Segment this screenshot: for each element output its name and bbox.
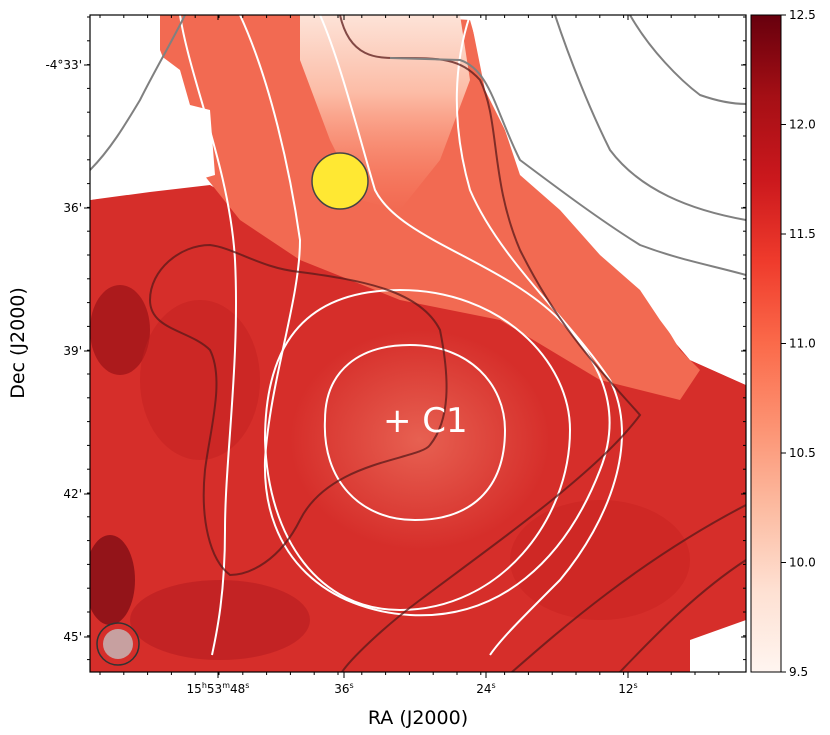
- map-dark-patch: [510, 500, 690, 620]
- grey-contour: [389, 57, 746, 276]
- map-dark-patch: [90, 535, 135, 625]
- x-tick-label: 36s: [334, 681, 353, 696]
- colorbar-tick-label: 10.0: [789, 556, 816, 570]
- markers: [96, 152, 369, 666]
- dark-contour: [619, 559, 746, 672]
- colorbar-tick-label: 11.0: [789, 337, 816, 351]
- grey-contour: [554, 15, 746, 221]
- plot-frame: [89, 14, 747, 673]
- map-dark-patch: [140, 300, 260, 460]
- x-axis-label: RA (J2000): [368, 707, 468, 729]
- white-contour: [323, 343, 507, 522]
- y-tick-label: 45': [63, 630, 82, 644]
- grey-contour: [629, 15, 746, 105]
- blank-region-top-right: [470, 15, 746, 385]
- colorbar-tick-label: 10.5: [789, 446, 816, 460]
- contours: [90, 15, 746, 672]
- white-contour: [455, 15, 623, 656]
- grey-beam-circle: [103, 629, 133, 659]
- grey-contour: [90, 15, 186, 171]
- colorbar: 9.5 10.0 10.5 11.0 11.5 12.0 12.5: [750, 8, 816, 679]
- axis-ticks: [84, 15, 746, 678]
- map-dark-patch: [90, 285, 150, 375]
- map-upper-region: [160, 15, 700, 400]
- y-axis-label: Dec (J2000): [7, 287, 29, 399]
- x-tick-label: 15h53m48s: [187, 681, 250, 696]
- colorbar-ticks: [781, 14, 786, 673]
- y-tick-labels: -4°33' 36' 39' 42' 45': [45, 58, 82, 644]
- grey-beam-circle-outline: [96, 622, 140, 666]
- colorbar-tick-label: 9.5: [789, 665, 808, 679]
- white-contour: [263, 288, 572, 612]
- y-tick-label: -4°33': [45, 58, 82, 72]
- colorbar-gradient: [750, 14, 782, 673]
- heatmap: [90, 15, 746, 672]
- dark-contour: [511, 504, 746, 672]
- white-contour: [179, 15, 237, 656]
- colorbar-tick-label: 12.5: [789, 8, 816, 22]
- c1-label: + C1: [383, 401, 468, 441]
- map-c1-glow: [290, 330, 550, 550]
- blank-region-top-left: [90, 15, 215, 200]
- colorbar-tick-labels: 9.5 10.0 10.5 11.0 11.5 12.0 12.5: [789, 8, 816, 679]
- x-tick-label: 12s: [618, 681, 637, 696]
- x-tick-labels: 15h53m48s 36s 24s 12s: [187, 681, 638, 696]
- dark-contour: [148, 243, 448, 577]
- x-tick-label: 24s: [476, 681, 495, 696]
- y-tick-label: 36': [63, 201, 82, 215]
- y-tick-label: 39': [63, 344, 82, 358]
- colorbar-tick-label: 11.5: [789, 227, 816, 241]
- white-contour: [239, 15, 611, 617]
- blank-region-bottom-right: [690, 620, 746, 672]
- colorbar-tick-label: 12.0: [789, 118, 816, 132]
- yellow-beam-circle: [311, 152, 369, 210]
- y-tick-label: 42': [63, 487, 82, 501]
- map-dark-patch: [130, 580, 310, 660]
